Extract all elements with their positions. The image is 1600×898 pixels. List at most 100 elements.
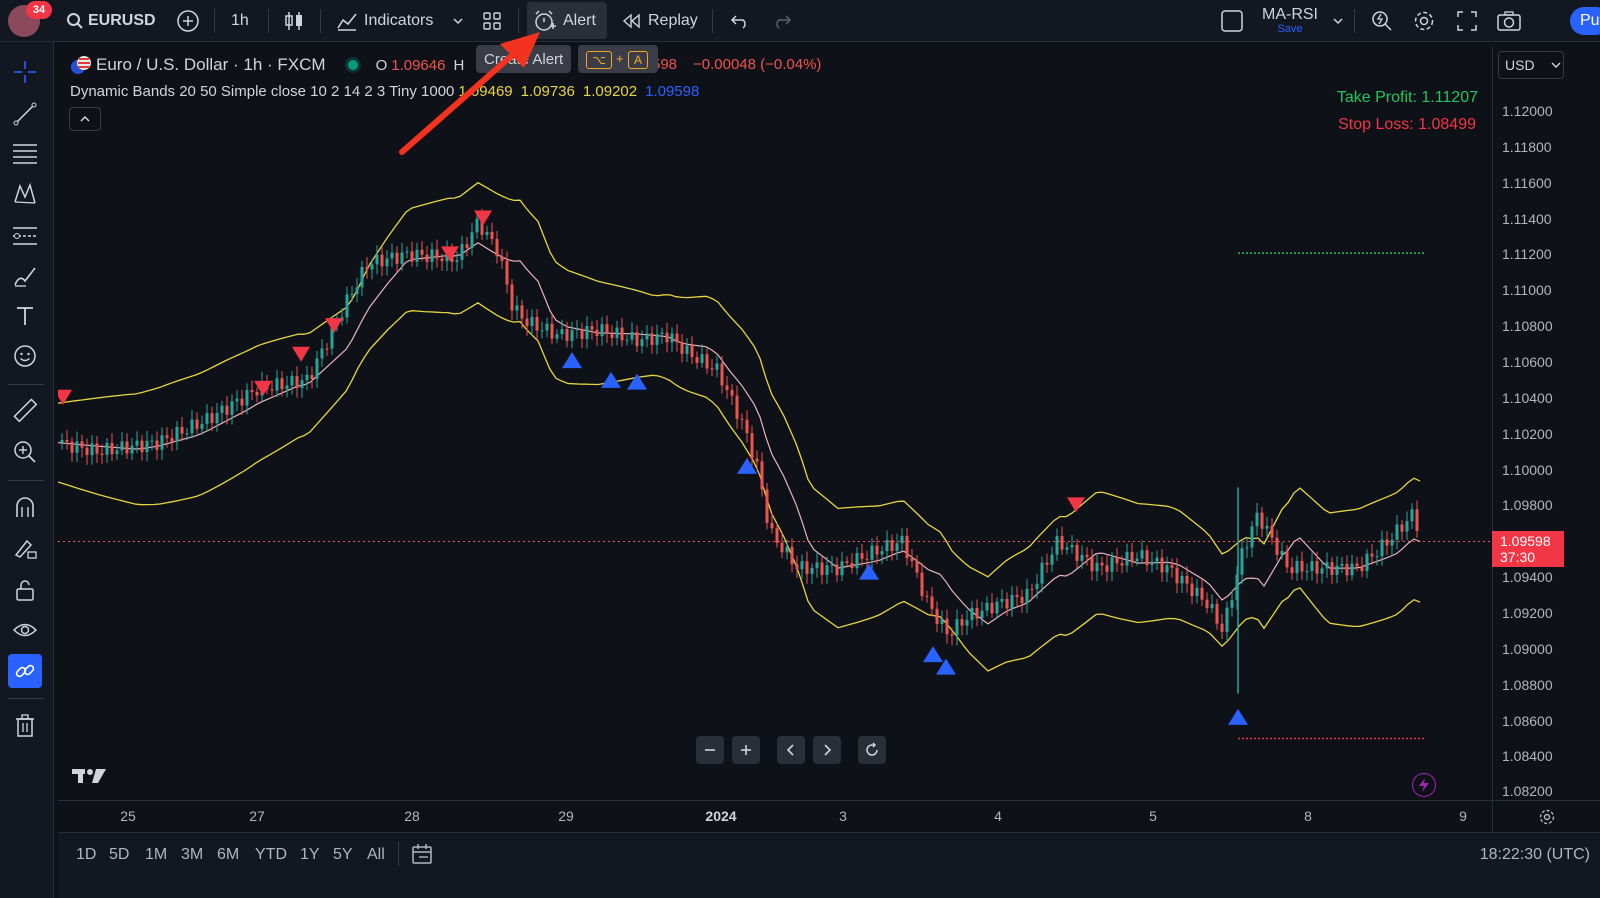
- price-tick-label: 1.08800: [1502, 677, 1553, 693]
- candle-body: [1130, 551, 1134, 562]
- symbol-search[interactable]: EURUSD: [66, 0, 156, 42]
- candle-body: [325, 348, 329, 350]
- candle-body: [1060, 536, 1064, 550]
- sync-drawings-tool[interactable]: [8, 654, 42, 688]
- candle-body: [555, 334, 559, 339]
- candle-body: [120, 441, 124, 451]
- utc-clock[interactable]: 18:22:30 (UTC): [1479, 846, 1590, 863]
- goto-date-button[interactable]: [410, 842, 434, 871]
- scroll-left-button[interactable]: [777, 736, 805, 764]
- magnet-tool[interactable]: [9, 492, 41, 524]
- scroll-right-button[interactable]: [813, 736, 841, 764]
- range-button-ytd[interactable]: YTD: [255, 846, 287, 863]
- candle-body: [440, 258, 444, 262]
- fib-tool[interactable]: [9, 138, 41, 170]
- square-icon: [1221, 10, 1243, 32]
- candle-body: [535, 317, 539, 331]
- zoom-out-button[interactable]: [696, 736, 724, 764]
- quick-search-button[interactable]: [1370, 0, 1394, 42]
- candle-body: [1005, 598, 1009, 609]
- interval-button[interactable]: 1h: [231, 12, 249, 29]
- delete-tool[interactable]: [9, 710, 41, 742]
- reset-chart-button[interactable]: [858, 736, 886, 764]
- range-button-5d[interactable]: 5D: [109, 846, 130, 863]
- replay-icon: [622, 13, 640, 29]
- time-axis[interactable]: [58, 800, 1492, 832]
- crosshair-tool[interactable]: [9, 56, 41, 88]
- plus-circle-icon: [177, 10, 199, 32]
- candle-body: [240, 398, 244, 406]
- high-label: H: [453, 56, 465, 74]
- publish-button[interactable]: Pu: [1570, 7, 1600, 35]
- range-button-1d[interactable]: 1D: [76, 846, 97, 863]
- brush-tool[interactable]: [9, 260, 41, 292]
- range-button-6m[interactable]: 6M: [217, 846, 240, 863]
- middle-band-line: [57, 242, 1421, 625]
- fullscreen-toggle[interactable]: [1220, 0, 1244, 42]
- eye-icon: [12, 623, 38, 637]
- indicators-dropdown[interactable]: [452, 0, 464, 42]
- replay-button[interactable]: Replay: [622, 0, 698, 42]
- candle-body: [115, 450, 119, 455]
- chevron-up-icon: [80, 115, 90, 122]
- divider: [8, 384, 44, 385]
- trend-line-tool[interactable]: [9, 98, 41, 130]
- chart-pane[interactable]: [54, 47, 1490, 800]
- price-chart[interactable]: [54, 47, 1490, 800]
- pattern-tool[interactable]: [9, 178, 41, 210]
- lock-tool[interactable]: [9, 574, 41, 606]
- symbol-title[interactable]: Euro / U.S. Dollar · 1h · FXCM: [96, 55, 326, 74]
- divider: [8, 480, 44, 481]
- price-tick-label: 1.10800: [1502, 318, 1553, 334]
- layout-dropdown[interactable]: [1332, 0, 1344, 42]
- redo-button[interactable]: [772, 0, 792, 42]
- fullscreen-button[interactable]: [1456, 0, 1478, 42]
- zoom-in-button[interactable]: [732, 736, 760, 764]
- forecast-tool[interactable]: [9, 220, 41, 252]
- candle-body: [1360, 566, 1364, 572]
- indicator-name[interactable]: Dynamic Bands 20 50 Simple close 10 2 14…: [70, 83, 455, 100]
- candle-body: [350, 294, 354, 296]
- text-tool[interactable]: [9, 300, 41, 332]
- candle-body: [905, 535, 909, 559]
- open-label: O: [375, 56, 388, 74]
- range-button-all[interactable]: All: [367, 846, 385, 863]
- candle-body: [1170, 565, 1174, 568]
- stay-drawing-tool[interactable]: [9, 532, 41, 564]
- time-tick-label: 28: [404, 808, 420, 824]
- zoom-tool[interactable]: [9, 436, 41, 468]
- axis-settings-button[interactable]: [1492, 800, 1600, 832]
- range-button-3m[interactable]: 3M: [181, 846, 204, 863]
- candle-body: [900, 535, 904, 544]
- indicators-button[interactable]: Indicators: [336, 0, 433, 42]
- emoji-tool[interactable]: [9, 340, 41, 372]
- measure-tool[interactable]: [9, 394, 41, 426]
- range-button-1m[interactable]: 1M: [145, 846, 168, 863]
- candle-body: [1000, 598, 1004, 602]
- candle-body: [675, 333, 679, 343]
- candle-body: [380, 254, 384, 267]
- alert-button[interactable]: Alert: [527, 2, 607, 39]
- candle-body: [830, 564, 834, 566]
- settings-button[interactable]: [1412, 0, 1436, 42]
- fib-retracement-icon: [13, 144, 37, 164]
- plus-icon: [741, 745, 751, 755]
- range-button-5y[interactable]: 5Y: [333, 846, 353, 863]
- chart-type-button[interactable]: [284, 0, 304, 42]
- undo-button[interactable]: [730, 0, 750, 42]
- upper-band-line: [57, 181, 1421, 578]
- snapshot-button[interactable]: [1496, 0, 1522, 42]
- hide-tool[interactable]: [9, 614, 41, 646]
- range-button-1y[interactable]: 1Y: [300, 846, 320, 863]
- candle-body: [210, 413, 214, 424]
- collapse-legend-button[interactable]: [69, 107, 101, 131]
- layouts-button[interactable]: [482, 0, 502, 42]
- candle-body: [60, 439, 64, 443]
- candle-body: [1015, 594, 1019, 597]
- add-symbol-button[interactable]: [176, 0, 200, 42]
- layout-name-button[interactable]: MA-RSI Save: [1262, 0, 1318, 42]
- tradingview-logo[interactable]: [72, 766, 108, 786]
- lightning-icon[interactable]: [1412, 773, 1436, 797]
- price-axis[interactable]: USD: [1492, 47, 1600, 800]
- currency-selector[interactable]: USD: [1498, 51, 1564, 79]
